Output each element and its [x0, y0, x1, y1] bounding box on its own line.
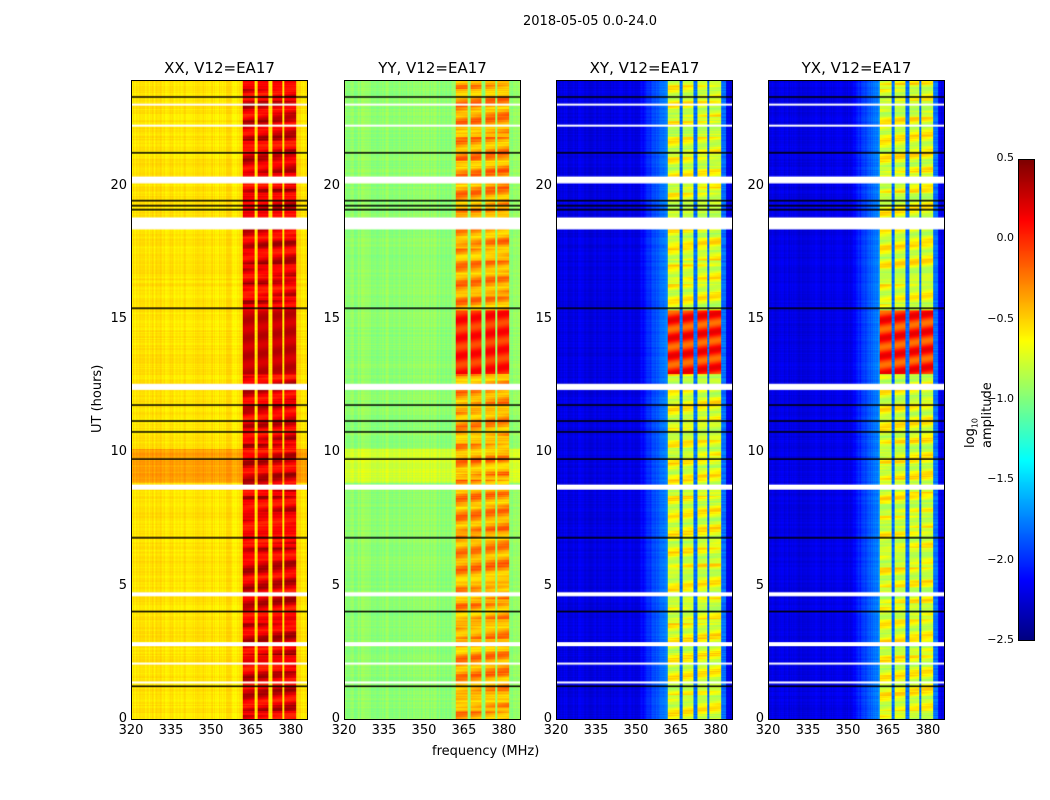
- x-axis-label: frequency (MHz): [432, 744, 540, 759]
- colorbar-tick-label: 0.5: [996, 151, 1015, 164]
- y-tick-label: 20: [535, 177, 552, 193]
- x-tick-label: 365: [663, 723, 689, 738]
- y-tick-label: 0: [331, 711, 340, 726]
- x-tick-label: 350: [411, 723, 437, 738]
- heatmap-panel-1: [131, 80, 308, 720]
- heatmap-panel-3: [556, 80, 733, 720]
- x-tick-label: 365: [451, 723, 477, 738]
- x-tick-label: 380: [915, 723, 941, 738]
- x-tick-label: 380: [491, 723, 517, 738]
- colorbar: [1018, 159, 1035, 641]
- y-tick-label: 15: [747, 311, 764, 326]
- x-tick-label: 380: [703, 723, 729, 738]
- x-tick-label: 320: [331, 723, 357, 738]
- x-tick-label: 365: [238, 723, 264, 738]
- y-tick-label: 10: [110, 444, 127, 460]
- heatmap-panel-4: [768, 80, 945, 720]
- panel-title: XY, V12=EA17: [589, 59, 700, 77]
- x-tick-label: 335: [795, 723, 821, 738]
- heatmap-panel-2: [344, 80, 521, 720]
- colorbar-tick-label: −2.0: [987, 552, 1014, 566]
- panel-title: YY, V12=EA17: [378, 59, 487, 77]
- panel-title: YX, V12=EA17: [801, 59, 912, 77]
- y-tick-label: 15: [110, 311, 127, 326]
- y-tick-label: 5: [755, 577, 764, 593]
- colorbar-tick-label: −2.5: [987, 633, 1014, 646]
- x-tick-label: 320: [755, 723, 781, 738]
- y-tick-label: 0: [118, 711, 127, 726]
- colorbar-label: log10 amplitude: [963, 382, 995, 448]
- y-tick-label: 10: [323, 444, 340, 460]
- figure-title: 2018-05-05 0.0-24.0: [523, 14, 657, 29]
- y-tick-label: 5: [331, 577, 340, 593]
- y-tick-label: 5: [118, 577, 127, 593]
- panel-title: XX, V12=EA17: [164, 59, 275, 77]
- x-tick-label: 350: [835, 723, 861, 738]
- y-tick-label: 0: [543, 711, 552, 726]
- x-tick-label: 350: [623, 723, 649, 738]
- x-tick-label: 335: [158, 723, 184, 738]
- x-tick-label: 350: [198, 723, 224, 738]
- colorbar-tick-label: −1.0: [987, 392, 1014, 405]
- y-tick-label: 10: [747, 444, 764, 460]
- y-tick-label: 15: [323, 311, 340, 326]
- x-tick-label: 365: [875, 723, 901, 738]
- x-tick-label: 320: [118, 723, 144, 738]
- y-tick-label: 20: [747, 177, 764, 193]
- y-tick-label: 0: [755, 711, 764, 726]
- x-tick-label: 335: [583, 723, 609, 738]
- x-tick-label: 380: [278, 723, 304, 738]
- colorbar-tick-label: −0.5: [987, 311, 1014, 325]
- y-tick-label: 5: [543, 577, 552, 593]
- y-tick-label: 10: [535, 444, 552, 460]
- y-tick-label: 20: [110, 177, 127, 193]
- y-tick-label: 20: [323, 177, 340, 193]
- y-axis-label: UT (hours): [90, 364, 105, 433]
- colorbar-tick-label: −1.5: [987, 472, 1014, 486]
- y-tick-label: 15: [535, 311, 552, 326]
- x-tick-label: 320: [543, 723, 569, 738]
- x-tick-label: 335: [371, 723, 397, 738]
- colorbar-tick-label: 0.0: [996, 231, 1015, 245]
